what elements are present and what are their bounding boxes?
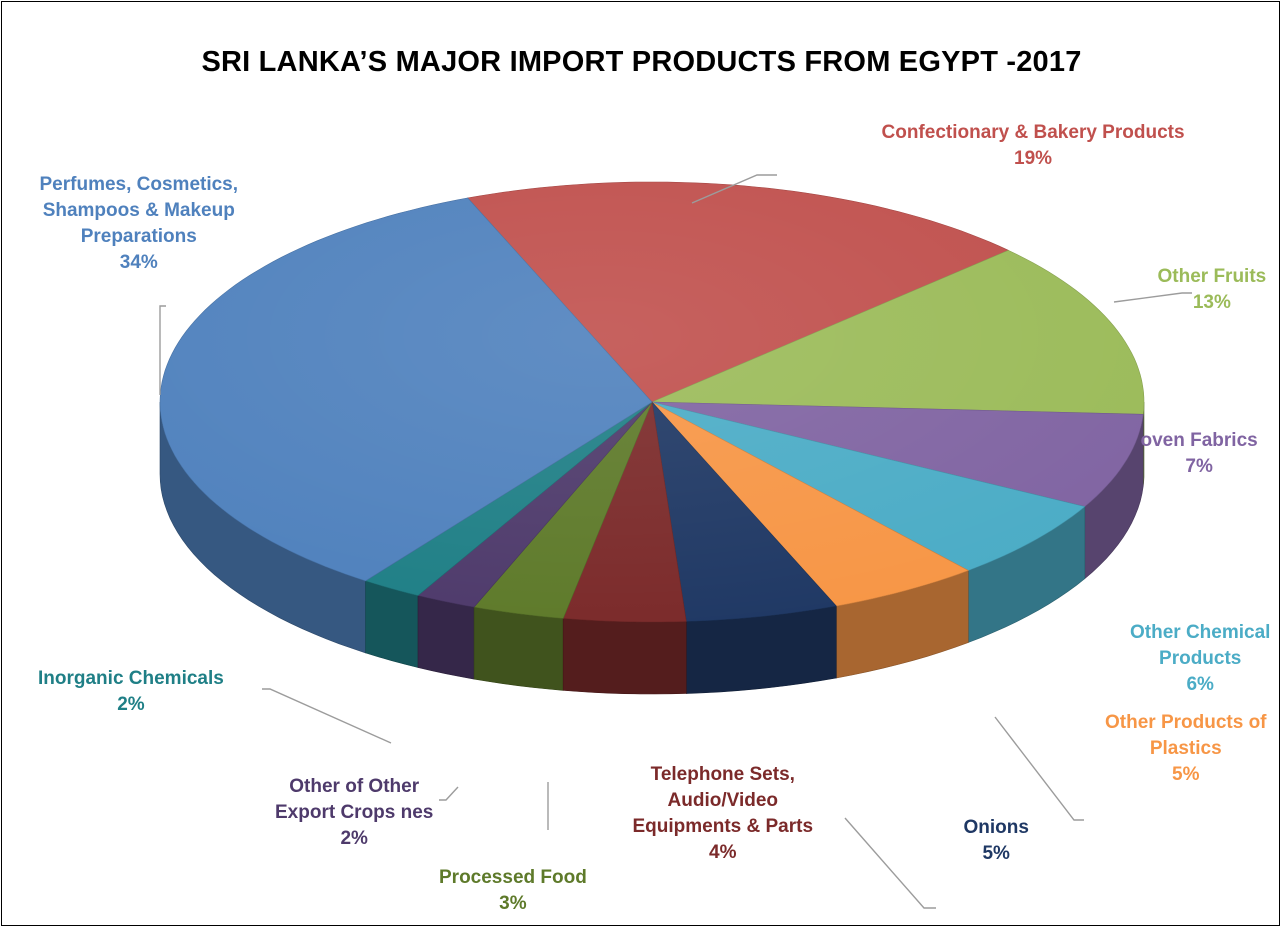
data-label: Other Products of Plastics 5% <box>1105 710 1267 788</box>
data-label-name: Products <box>1159 648 1242 669</box>
pie-slice-side <box>562 618 687 695</box>
data-label-name: Other of Other <box>289 776 420 797</box>
data-label-percent: 19% <box>1014 148 1053 169</box>
data-label-percent: 34% <box>119 252 158 273</box>
data-label-name: Perfumes, Cosmetics, <box>39 174 239 195</box>
data-label-name: Export Crops nes <box>275 802 434 823</box>
data-label-name: Telephone Sets, <box>650 764 795 785</box>
data-label: Other of Other Export Crops nes 2% <box>275 774 433 852</box>
data-label-name: Equipments & Parts <box>632 816 814 837</box>
leader-line <box>994 716 1084 821</box>
data-label-name: Preparations <box>80 226 197 247</box>
data-label-percent: 13% <box>1192 292 1231 313</box>
data-label: Confectionary & Bakery Products 19% <box>882 120 1185 172</box>
leader-line <box>159 305 166 395</box>
data-label-percent: 5% <box>982 843 1010 864</box>
data-label: oven Fabrics 7% <box>1141 428 1258 480</box>
data-label-name: Processed Food <box>439 867 587 888</box>
data-label-percent: 3% <box>499 893 527 914</box>
data-label-name: Other Chemical <box>1130 622 1271 643</box>
data-label-name: Shampoos & Makeup <box>42 200 235 221</box>
data-label: Other Chemical Products 6% <box>1130 620 1270 698</box>
chart-title: SRI LANKA’S MAJOR IMPORT PRODUCTS FROM E… <box>201 46 1082 78</box>
leader-line <box>262 688 392 744</box>
data-label-name: Confectionary & Bakery Products <box>881 122 1185 143</box>
leader-line <box>1113 292 1192 303</box>
pie-slice-side <box>473 606 564 691</box>
data-label-name: Other Products of <box>1105 712 1267 733</box>
data-label-name: Plastics <box>1149 738 1222 759</box>
data-label-name: oven Fabrics <box>1140 430 1258 451</box>
data-label-name: Onions <box>963 817 1029 838</box>
leader-line <box>844 817 936 909</box>
data-label-percent: 6% <box>1186 674 1214 695</box>
data-label-name: Other Fruits <box>1157 266 1267 287</box>
data-label-name: Inorganic Chemicals <box>38 668 224 689</box>
pie-slice-side <box>417 595 475 680</box>
data-label-percent: 5% <box>1172 764 1200 785</box>
pie-slice-side <box>365 580 419 668</box>
data-label: Onions 5% <box>964 815 1029 867</box>
data-label-percent: 4% <box>709 842 737 863</box>
leader-line <box>691 174 777 204</box>
data-label-percent: 7% <box>1185 456 1213 477</box>
data-label: Other Fruits 13% <box>1158 264 1267 316</box>
data-label: Perfumes, Cosmetics, Shampoos & Makeup Pre… <box>40 172 239 276</box>
data-label: Processed Food 3% <box>439 865 587 917</box>
data-label: Telephone Sets, Audio/Video Equipments & P… <box>633 762 814 866</box>
data-label-percent: 2% <box>340 828 368 849</box>
data-label: Inorganic Chemicals 2% <box>38 666 224 718</box>
leader-line <box>439 786 459 801</box>
data-label-percent: 2% <box>117 694 145 715</box>
pie-gloss <box>160 182 1144 622</box>
data-label-name: Audio/Video <box>667 790 779 811</box>
